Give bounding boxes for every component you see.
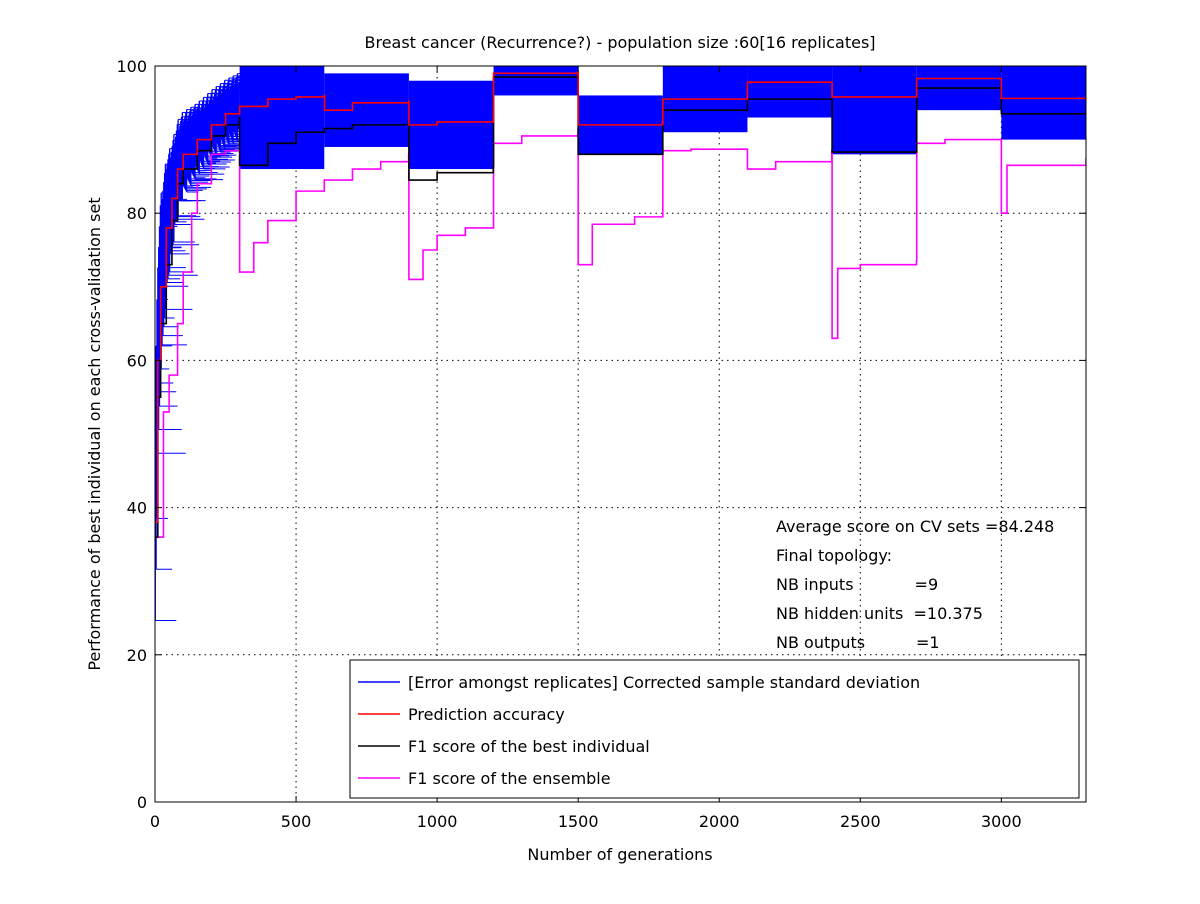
grid-lines: [155, 66, 1086, 802]
x-tick-label: 1500: [558, 812, 599, 831]
y-tick-label: 80: [127, 204, 147, 223]
y-tick-label: 40: [127, 499, 147, 518]
error-band: [832, 66, 917, 155]
legend: [Error amongst replicates] Corrected sam…: [349, 659, 1080, 799]
annotation-line: Final topology:: [776, 546, 892, 565]
annotation-block: Average score on CV sets =84.248 Final to…: [776, 517, 1054, 652]
x-tick-label: 3000: [981, 812, 1022, 831]
chart-title: Breast cancer (Recurrence?) - population…: [364, 33, 875, 52]
legend-box: [349, 659, 1080, 799]
y-tick-label: 20: [127, 646, 147, 665]
y-tick-label: 60: [127, 351, 147, 370]
x-tick-label: 500: [281, 812, 312, 831]
error-band: [239, 66, 325, 170]
annotation-line: NB inputs =9: [776, 575, 938, 594]
legend-entry: F1 score of the best individual: [408, 737, 650, 756]
x-tick-label: 2500: [840, 812, 881, 831]
error-band: [493, 66, 579, 96]
legend-entry: Prediction accuracy: [408, 705, 565, 724]
plot-area-frame: [154, 65, 1087, 803]
annotation-line: NB outputs =1: [776, 633, 940, 652]
f1-score-of-the-best-individual-line: [155, 74, 1086, 538]
legend-entry: F1 score of the ensemble: [408, 769, 611, 788]
x-tick-label: 0: [150, 812, 160, 831]
y-tick-label: 100: [116, 57, 147, 76]
f1-score-of-the-ensemble-line: [155, 127, 1086, 538]
series-lines: [155, 71, 1086, 538]
x-tick-label: 2000: [699, 812, 740, 831]
error-bands: [155, 66, 1086, 621]
x-tick-label: 1000: [417, 812, 458, 831]
error-band: [1001, 66, 1086, 140]
legend-entry: [Error amongst replicates] Corrected sam…: [408, 673, 920, 692]
annotation-line: Average score on CV sets =84.248: [776, 517, 1054, 536]
y-axis-label: Performance of best individual on each c…: [85, 197, 104, 670]
axis-ticks: 0 500 1000 1500 2000 2500 3000 0 20 40 60 80 100: [116, 57, 1086, 831]
error-band: [747, 66, 833, 118]
y-tick-label: 0: [137, 793, 147, 812]
x-axis-label: Number of generations: [527, 845, 712, 864]
prediction-accuracy-line: [155, 71, 1086, 524]
annotation-line: NB hidden units =10.375: [776, 604, 983, 623]
